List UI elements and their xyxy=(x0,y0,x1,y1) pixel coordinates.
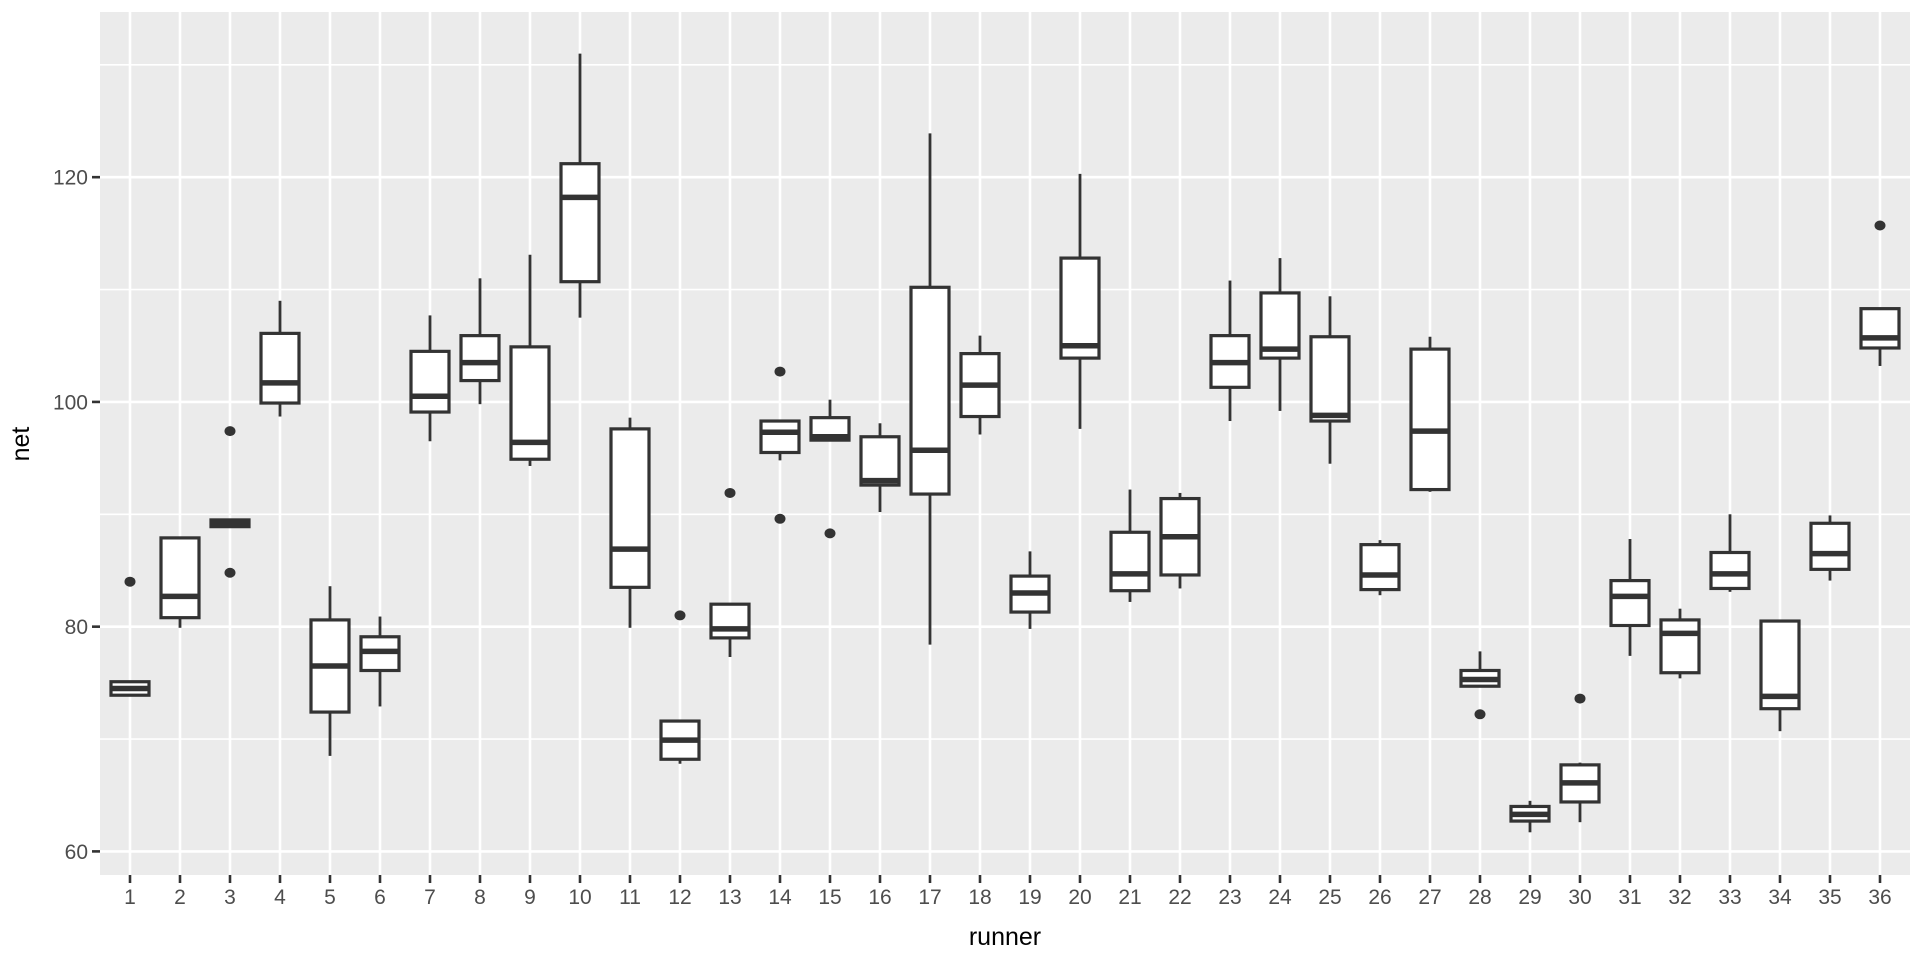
outlier-dot xyxy=(224,567,236,578)
outlier-dot xyxy=(824,528,836,539)
y-tick-label: 100 xyxy=(53,391,88,414)
x-tick-label: 27 xyxy=(1418,886,1441,909)
x-tick-label: 6 xyxy=(374,886,386,909)
y-tick-label: 60 xyxy=(65,841,88,864)
x-tick-label: 31 xyxy=(1618,886,1641,909)
boxplot-box-runner-20 xyxy=(1059,256,1101,360)
x-tick-label: 10 xyxy=(568,886,591,909)
x-tick-label: 23 xyxy=(1218,886,1241,909)
outlier-dot xyxy=(124,576,136,587)
y-tick-label: 120 xyxy=(53,167,88,190)
x-tick-label: 33 xyxy=(1718,886,1741,909)
outlier-dot xyxy=(774,366,786,377)
boxplot-box-runner-32 xyxy=(1659,618,1701,675)
x-tick-label: 7 xyxy=(424,886,436,909)
x-tick-label: 1 xyxy=(124,886,136,909)
boxplot-box-runner-21 xyxy=(1109,530,1151,593)
x-tick-label: 11 xyxy=(619,886,641,909)
x-axis-title: runner xyxy=(968,923,1042,951)
outlier-dot xyxy=(1474,709,1486,720)
boxplot-box-runner-14 xyxy=(759,419,801,455)
boxplot-box-runner-27 xyxy=(1409,347,1451,492)
boxplot-box-runner-31 xyxy=(1609,578,1651,628)
outlier-dot xyxy=(224,426,236,437)
x-tick-label: 30 xyxy=(1568,886,1591,909)
panel-background xyxy=(100,12,1910,875)
x-tick-label: 17 xyxy=(918,886,941,909)
boxplot-box-runner-17 xyxy=(909,285,951,496)
x-tick-label: 15 xyxy=(818,886,841,909)
x-tick-label: 20 xyxy=(1068,886,1091,909)
boxplot-box-runner-33 xyxy=(1709,550,1751,591)
x-tick-label: 35 xyxy=(1818,886,1841,909)
x-tick-label: 8 xyxy=(474,886,486,909)
boxplot-box-runner-10 xyxy=(559,162,601,284)
boxplot-box-runner-2 xyxy=(159,536,201,620)
y-axis-title: net xyxy=(7,426,35,462)
x-tick-label: 18 xyxy=(968,886,991,909)
x-tick-label: 36 xyxy=(1868,886,1891,909)
x-tick-label: 34 xyxy=(1768,886,1792,909)
x-tick-label: 19 xyxy=(1018,886,1041,909)
y-tick-label: 80 xyxy=(65,616,88,639)
outlier-dot xyxy=(1574,693,1586,704)
boxplot-box-runner-4 xyxy=(259,331,301,405)
outlier-dot xyxy=(674,610,686,621)
outlier-dot xyxy=(724,487,736,498)
boxplot-box-runner-35 xyxy=(1809,521,1851,571)
x-tick-label: 26 xyxy=(1368,886,1391,909)
x-tick-label: 28 xyxy=(1468,886,1491,909)
x-tick-label: 21 xyxy=(1118,886,1141,909)
boxplot-box-runner-13 xyxy=(709,602,751,640)
x-tick-label: 13 xyxy=(718,886,741,909)
boxplot-box-runner-26 xyxy=(1359,543,1401,592)
boxplot-box-runner-16 xyxy=(859,435,901,487)
x-tick-label: 24 xyxy=(1268,886,1292,909)
x-tick-label: 9 xyxy=(524,886,536,909)
outlier-dot xyxy=(774,513,786,524)
x-tick-label: 25 xyxy=(1318,886,1341,909)
x-tick-label: 14 xyxy=(768,886,792,909)
x-tick-label: 4 xyxy=(274,886,286,909)
x-tick-label: 2 xyxy=(174,886,186,909)
boxplot-box-runner-8 xyxy=(459,334,501,383)
outlier-dot xyxy=(1874,220,1886,231)
x-tick-label: 16 xyxy=(868,886,891,909)
x-tick-label: 32 xyxy=(1668,886,1691,909)
x-tick-label: 5 xyxy=(324,886,336,909)
boxplot-box-runner-7 xyxy=(409,349,451,414)
x-tick-label: 12 xyxy=(668,886,691,909)
x-tick-label: 3 xyxy=(224,886,236,909)
boxplot-box-runner-11 xyxy=(609,427,651,589)
boxplot-box-runner-36 xyxy=(1859,307,1901,350)
x-tick-label: 22 xyxy=(1168,886,1191,909)
boxplot-box-runner-25 xyxy=(1309,335,1351,423)
x-tick-label: 29 xyxy=(1518,886,1541,909)
